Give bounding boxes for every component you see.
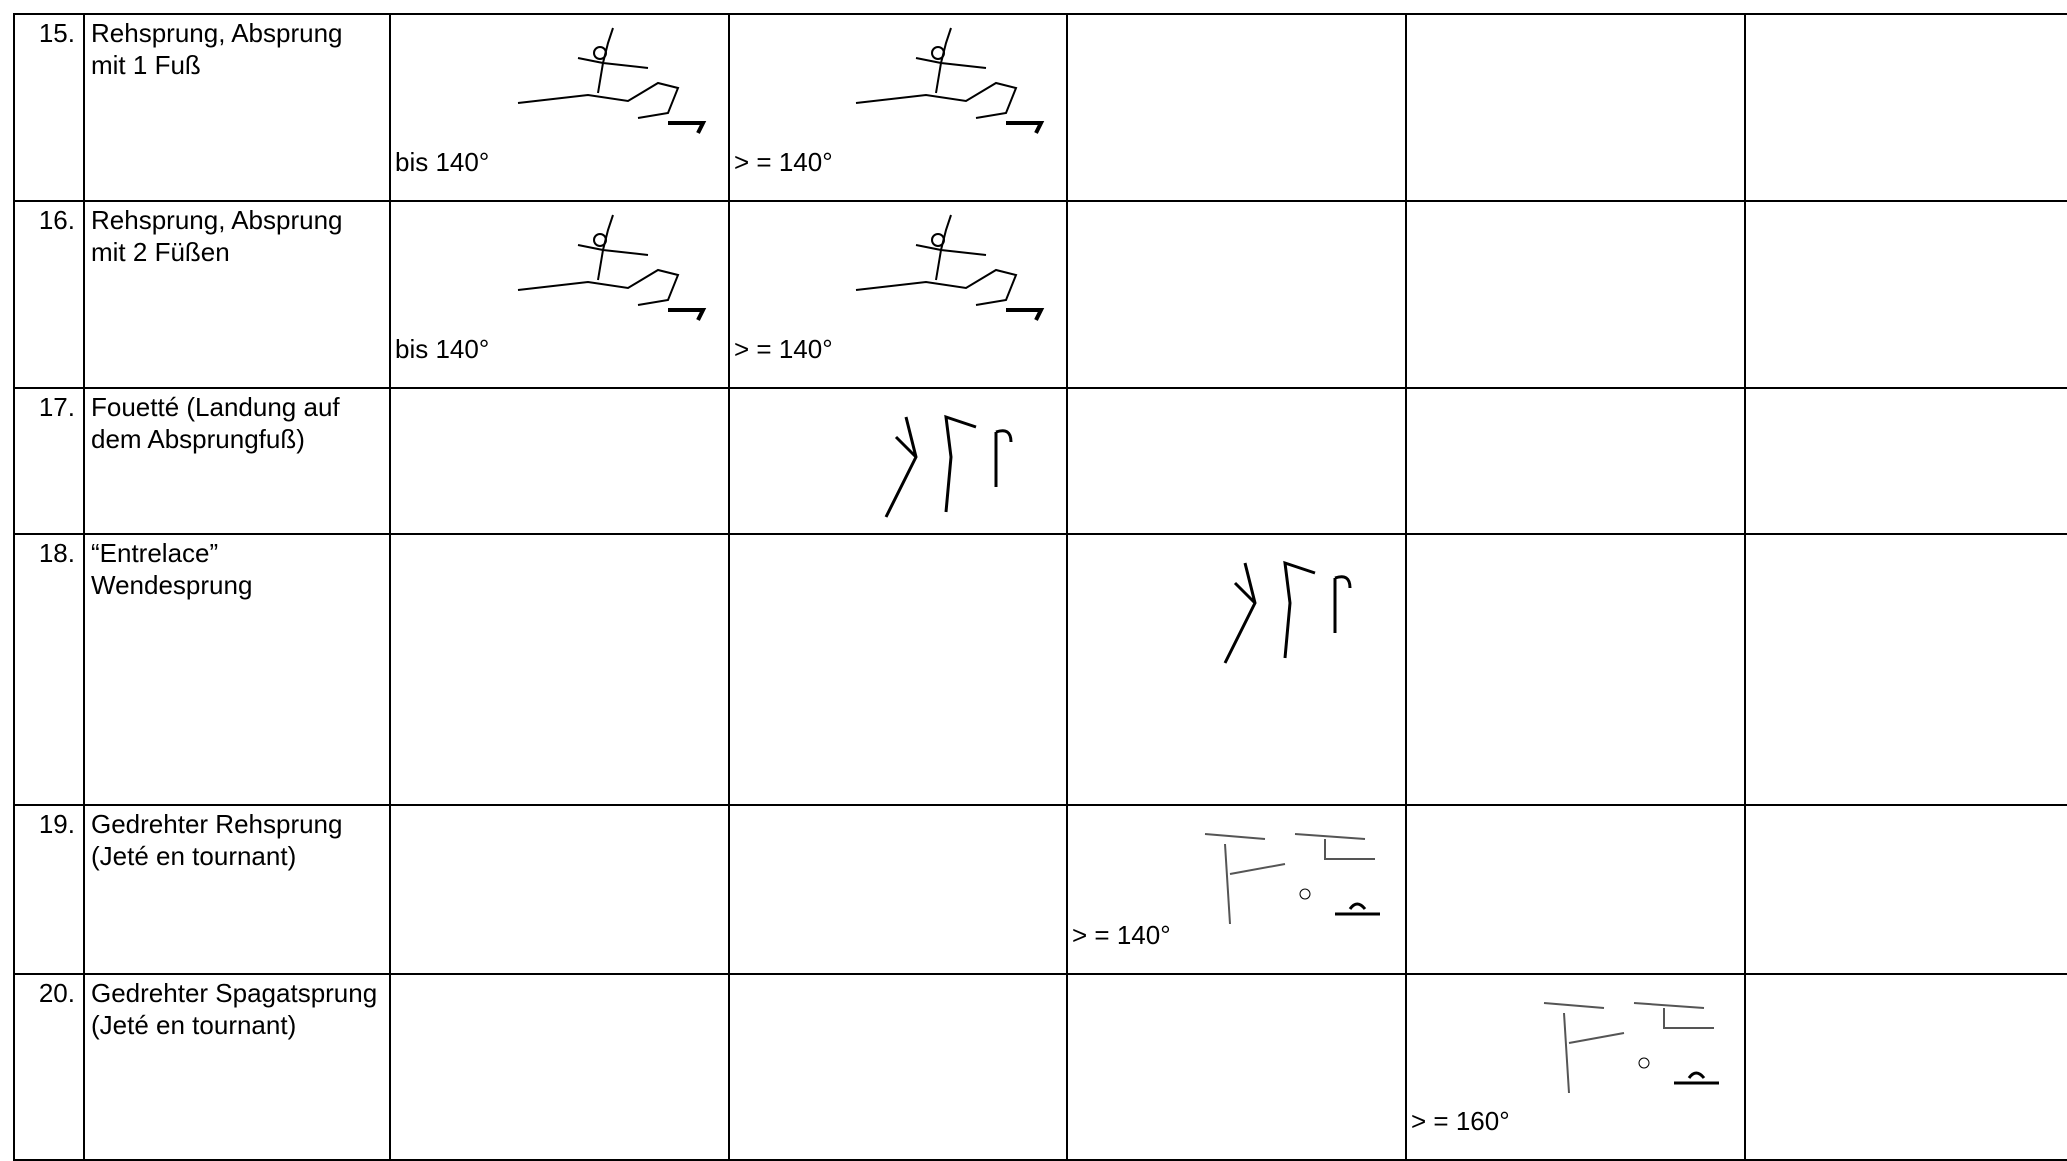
angle-label: bis 140° xyxy=(395,147,490,177)
table-row: 18. “Entrelace” Wendesprung xyxy=(13,533,2067,806)
table-cell: bis 140° xyxy=(389,13,730,202)
illustration xyxy=(517,214,707,321)
angle-label: > = 140° xyxy=(734,334,833,364)
table-cell: bis 140° xyxy=(389,200,730,389)
row-number: 15. xyxy=(13,13,85,202)
table-cell xyxy=(389,533,730,806)
table-cell xyxy=(1744,804,2067,975)
table-row: 16. Rehsprung, Absprung mit 2 Füßen bis 14… xyxy=(13,200,2067,389)
skill-name: “Entrelace” Wendesprung xyxy=(83,533,391,806)
row-number: 18. xyxy=(13,533,85,806)
table-cell xyxy=(1066,387,1407,535)
table-cell xyxy=(728,387,1068,535)
illustration xyxy=(884,414,1013,518)
table-cell xyxy=(389,387,730,535)
illustration xyxy=(1204,833,1380,925)
table-cell xyxy=(1405,533,1746,806)
skill-table: 15. Rehsprung, Absprung mit 1 Fuß bis 140°… xyxy=(13,13,2067,1161)
illustration xyxy=(1543,1002,1719,1094)
table-row: 17. Fouetté (Landung auf dem Absprungfuß) xyxy=(13,387,2067,535)
table-cell xyxy=(728,973,1068,1161)
row-number: 16. xyxy=(13,200,85,389)
skill-name: Gedrehter Spagatsprung (Jeté en tournant… xyxy=(83,973,391,1161)
angle-label: > = 140° xyxy=(734,147,833,177)
table-cell xyxy=(1405,200,1746,389)
table-cell xyxy=(728,804,1068,975)
table-row: 19. Gedrehter Rehsprung (Jeté en tournant… xyxy=(13,804,2067,975)
table-cell: > = 140° xyxy=(1066,804,1407,975)
skill-name: Fouetté (Landung auf dem Absprungfuß) xyxy=(83,387,391,535)
table-cell xyxy=(1066,13,1407,202)
row-number: 17. xyxy=(13,387,85,535)
angle-label: > = 140° xyxy=(1072,920,1171,950)
table-cell xyxy=(1744,973,2067,1161)
skill-name: Rehsprung, Absprung mit 2 Füßen xyxy=(83,200,391,389)
skill-name: Gedrehter Rehsprung (Jeté en tournant) xyxy=(83,804,391,975)
table-cell: > = 160° xyxy=(1405,973,1746,1161)
skill-name: Rehsprung, Absprung mit 1 Fuß xyxy=(83,13,391,202)
table-cell: > = 140° xyxy=(728,200,1068,389)
table-cell xyxy=(728,533,1068,806)
table-cell xyxy=(1405,804,1746,975)
illustration xyxy=(855,214,1045,321)
illustration xyxy=(1223,560,1352,664)
table-cell xyxy=(1744,533,2067,806)
table-cell xyxy=(1744,13,2067,202)
row-number: 20. xyxy=(13,973,85,1161)
table-cell xyxy=(1405,13,1746,202)
table-cell xyxy=(1744,200,2067,389)
angle-label: bis 140° xyxy=(395,334,490,364)
table-cell xyxy=(1066,973,1407,1161)
table-cell xyxy=(1066,200,1407,389)
table-cell: > = 140° xyxy=(728,13,1068,202)
illustration xyxy=(517,27,707,134)
table-row: 15. Rehsprung, Absprung mit 1 Fuß bis 140°… xyxy=(13,13,2067,202)
table-cell xyxy=(1744,387,2067,535)
page: 15. Rehsprung, Absprung mit 1 Fuß bis 140°… xyxy=(13,13,2067,1161)
table-cell xyxy=(1405,387,1746,535)
table-cell xyxy=(1066,533,1407,806)
table-row: 20. Gedrehter Spagatsprung (Jeté en tourn… xyxy=(13,973,2067,1161)
row-number: 19. xyxy=(13,804,85,975)
table-cell xyxy=(389,973,730,1161)
table-cell xyxy=(389,804,730,975)
illustration xyxy=(855,27,1045,134)
